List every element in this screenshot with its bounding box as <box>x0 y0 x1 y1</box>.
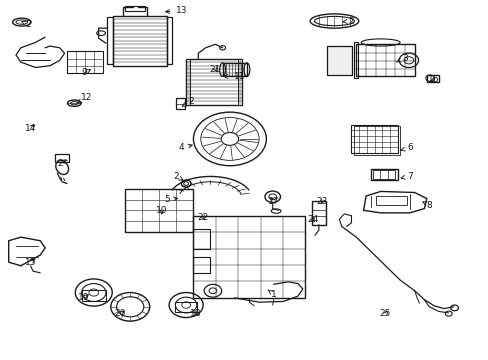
Bar <box>351 125 397 153</box>
Text: 11: 11 <box>224 72 245 81</box>
Bar <box>372 170 394 179</box>
Bar <box>353 42 357 78</box>
Text: 1: 1 <box>267 290 276 299</box>
Text: 18: 18 <box>190 310 201 319</box>
Bar <box>176 98 185 109</box>
Bar <box>125 6 144 12</box>
Bar <box>353 126 399 155</box>
Text: 6: 6 <box>400 143 412 152</box>
Text: 3: 3 <box>396 54 407 63</box>
Bar <box>67 51 103 73</box>
Bar <box>125 189 193 232</box>
Text: 2: 2 <box>173 172 183 181</box>
Bar <box>193 257 210 273</box>
Text: 12: 12 <box>78 93 92 103</box>
Bar <box>107 18 113 64</box>
Text: 23: 23 <box>316 197 327 206</box>
Text: 4: 4 <box>178 143 192 152</box>
Bar <box>238 59 242 105</box>
Bar <box>175 302 197 312</box>
Bar <box>193 216 305 298</box>
Text: 16: 16 <box>427 76 439 85</box>
Bar <box>193 229 210 249</box>
Text: 14: 14 <box>25 124 36 133</box>
Text: 2: 2 <box>57 159 66 168</box>
Text: 9: 9 <box>81 68 90 77</box>
Bar <box>326 46 352 75</box>
Text: 5: 5 <box>163 195 177 204</box>
Bar <box>311 202 325 225</box>
Bar <box>356 44 414 76</box>
Text: 15: 15 <box>25 258 36 267</box>
Bar <box>370 168 397 180</box>
Text: 19: 19 <box>78 293 90 302</box>
Text: 2: 2 <box>342 17 354 26</box>
Bar <box>186 59 190 105</box>
Bar <box>113 16 166 66</box>
Bar <box>426 75 438 82</box>
Text: 8: 8 <box>422 201 431 210</box>
Text: 10: 10 <box>156 206 167 215</box>
Bar <box>55 154 69 162</box>
Bar <box>186 59 242 105</box>
Bar <box>166 18 171 64</box>
Bar <box>222 63 246 76</box>
Text: 21: 21 <box>209 65 221 74</box>
Text: 2: 2 <box>21 20 31 29</box>
Bar <box>81 290 106 301</box>
Text: 2: 2 <box>182 97 193 106</box>
Text: 25: 25 <box>379 310 390 319</box>
Text: 24: 24 <box>306 215 318 224</box>
Text: 22: 22 <box>197 213 208 222</box>
Bar <box>375 196 407 205</box>
Text: 17: 17 <box>267 197 279 206</box>
Text: 13: 13 <box>165 6 186 15</box>
Text: 20: 20 <box>115 310 126 319</box>
Text: 7: 7 <box>400 172 412 181</box>
